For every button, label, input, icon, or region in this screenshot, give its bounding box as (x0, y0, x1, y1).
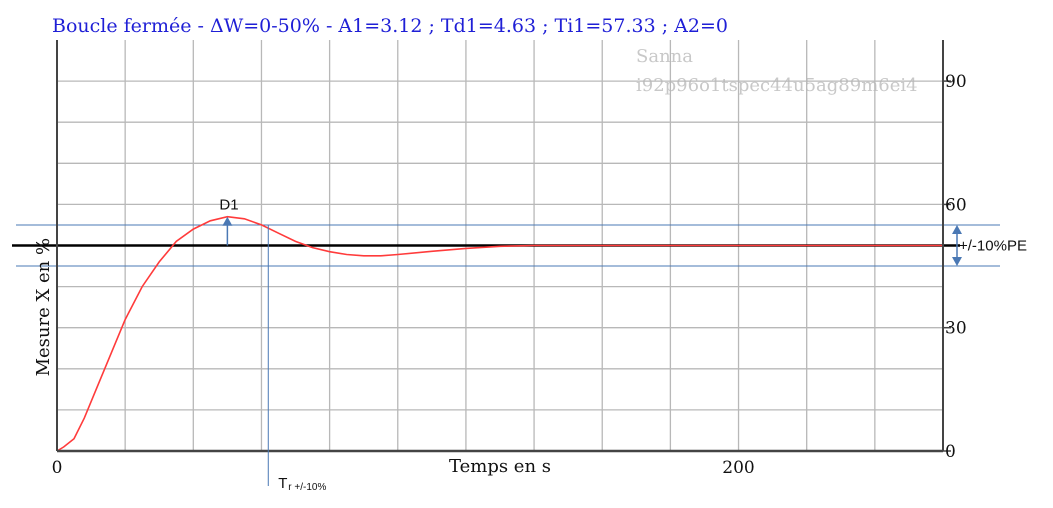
x-tick-labels: 0 200 (52, 458, 755, 478)
response-time-subscript: r +/-10% (288, 482, 326, 493)
band-arrowhead-down (952, 257, 962, 267)
y-tick-label: 60 (945, 195, 967, 215)
y-axis-label: Mesure X en % (33, 238, 54, 377)
watermark-line-2: i92p96o1tspec44u5ag89m6ei4 (636, 75, 918, 96)
annotations: D1 +/-10%PE T r +/-10% (219, 197, 1027, 493)
x-tick-label: 0 (52, 458, 63, 478)
x-axis-label: Temps en s (449, 456, 551, 477)
overshoot-arrowhead (222, 216, 233, 226)
tolerance-band (16, 224, 1000, 267)
band-arrowhead-up (952, 224, 962, 234)
series-line (56, 215, 943, 452)
chart-title: Boucle fermée - ΔW=0-50% - A1=3.12 ; Td1… (52, 15, 728, 37)
x-tick-label: 200 (722, 458, 754, 478)
watermark-line-1: Sanna (636, 46, 693, 67)
y-tick-label: 90 (945, 72, 967, 92)
overshoot-label: D1 (219, 197, 238, 214)
y-tick-label: 0 (945, 442, 956, 462)
y-tick-labels: 0 30 60 90 (945, 72, 967, 462)
response-time-label: T (278, 475, 287, 492)
axes (56, 40, 951, 453)
band-label: +/-10%PE (959, 238, 1027, 255)
y-tick-label: 30 (945, 319, 967, 339)
